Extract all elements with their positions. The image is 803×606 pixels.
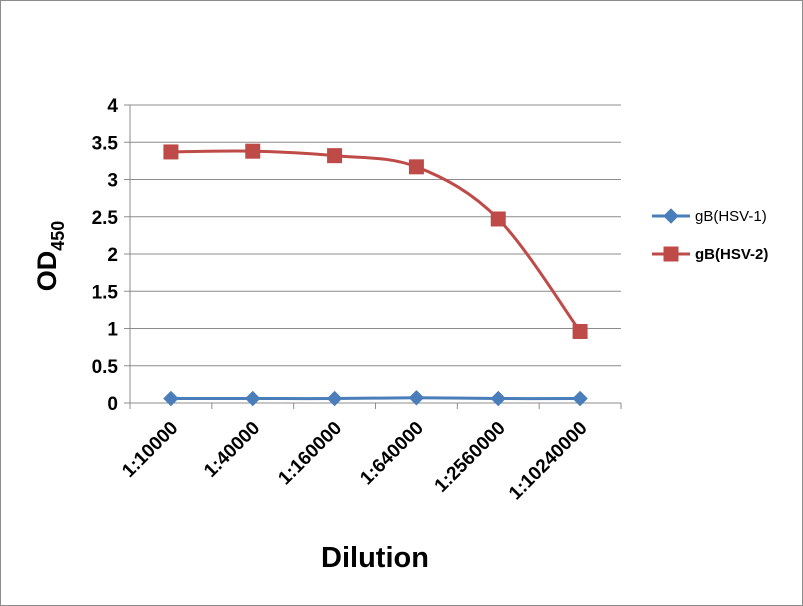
- series-line: [170, 149, 582, 333]
- y-tick-label: 2.5: [92, 208, 119, 229]
- gridlines: [130, 104, 621, 367]
- x-tick-label: 1:10000: [118, 418, 182, 482]
- data-point: [245, 390, 261, 407]
- x-tick-label: 1:640000: [356, 418, 428, 490]
- data-point: [572, 323, 588, 339]
- y-tick-label: 3.5: [92, 133, 119, 154]
- series-square: [163, 143, 588, 339]
- legend-label: gB(HSV-2): [695, 246, 768, 263]
- y-axis-title: OD450: [32, 221, 68, 292]
- data-point: [326, 390, 343, 407]
- data-point: [163, 390, 179, 407]
- series-line: [170, 396, 581, 401]
- legend-label: gB(HSV-1): [695, 208, 767, 225]
- data-point: [163, 144, 179, 160]
- data-point: [408, 390, 425, 406]
- y-tick-label: 3: [107, 171, 118, 192]
- data-point: [490, 390, 506, 407]
- x-tick-label: 1:2560000: [431, 418, 510, 497]
- series-layer: [163, 143, 588, 407]
- data-point: [490, 211, 506, 227]
- y-axis: 0 0.5 1 1.5 2 2.5 3 3.5 4: [92, 96, 131, 415]
- data-point: [408, 159, 424, 175]
- y-tick-label: 4: [107, 96, 118, 117]
- data-point: [572, 390, 588, 407]
- x-tick-label: 1:10240000: [505, 418, 592, 505]
- y-axis-title-subscript: 450: [48, 221, 68, 251]
- y-tick-label: 0: [107, 394, 118, 415]
- y-tick-label: 2: [107, 245, 118, 266]
- legend-entry: gB(HSV-1): [652, 208, 767, 225]
- x-tick-label: 1:40000: [200, 418, 264, 482]
- x-axis: 1:10000 1:40000 1:160000 1:640000 1:25600001…: [118, 402, 622, 505]
- legend-entry: gB(HSV-2): [652, 246, 768, 263]
- series-diamond: [163, 390, 588, 407]
- legend-marker: [663, 208, 679, 224]
- data-point: [327, 148, 343, 164]
- y-tick-label: 1.5: [92, 282, 119, 303]
- data-point: [245, 143, 261, 159]
- y-tick-label: 0.5: [92, 357, 119, 378]
- y-tick-label: 1: [107, 320, 118, 341]
- y-axis-title-main: OD: [32, 251, 62, 292]
- x-axis-title: Dilution: [321, 542, 429, 574]
- x-tick-label: 1:160000: [274, 418, 346, 490]
- legend-marker: [663, 246, 679, 262]
- legend: gB(HSV-1) gB(HSV-2): [652, 208, 768, 263]
